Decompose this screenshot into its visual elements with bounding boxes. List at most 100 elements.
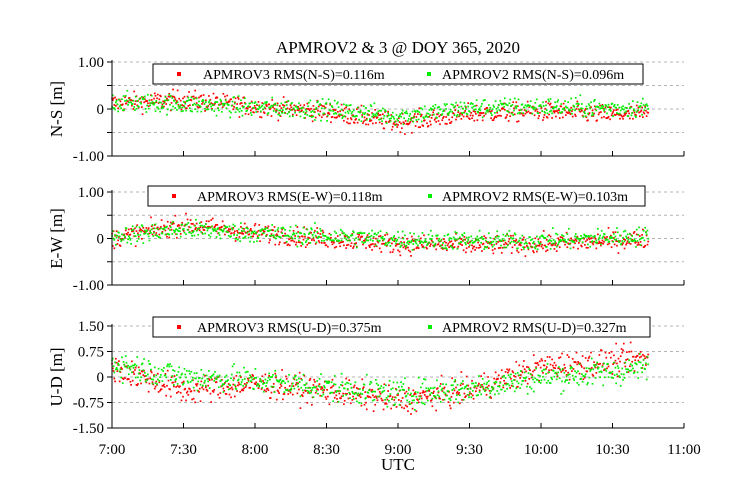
data-point <box>330 121 332 124</box>
data-point <box>152 378 155 381</box>
data-point <box>613 238 616 241</box>
data-point <box>531 112 534 115</box>
data-point <box>361 378 364 381</box>
data-point <box>633 231 636 233</box>
data-point <box>257 101 260 103</box>
data-point <box>543 378 546 381</box>
data-point <box>574 370 576 373</box>
data-point <box>389 120 392 123</box>
data-point <box>330 233 332 236</box>
data-point <box>291 102 293 104</box>
data-point <box>118 360 120 362</box>
data-point <box>208 220 210 223</box>
data-point <box>623 111 626 114</box>
data-point <box>542 116 545 119</box>
data-point <box>198 104 201 107</box>
data-point <box>159 236 161 239</box>
data-point <box>522 238 524 241</box>
data-point <box>295 379 298 381</box>
data-point <box>552 364 554 367</box>
data-point <box>243 97 246 100</box>
data-point <box>519 112 521 114</box>
data-point <box>266 379 269 382</box>
data-point <box>629 370 631 372</box>
data-point <box>352 230 354 233</box>
data-point <box>206 106 209 109</box>
data-point <box>267 225 270 228</box>
data-point <box>639 110 642 113</box>
data-point <box>386 398 389 401</box>
data-point <box>401 385 403 388</box>
data-point <box>240 376 242 378</box>
data-point <box>173 375 176 377</box>
data-point <box>346 393 348 395</box>
data-point <box>233 234 235 236</box>
data-point <box>378 247 381 250</box>
data-point <box>418 239 421 242</box>
data-point <box>344 233 347 236</box>
data-point <box>381 107 384 110</box>
data-point <box>465 247 468 250</box>
data-point <box>133 364 136 367</box>
data-point <box>160 101 162 104</box>
data-point <box>453 238 456 241</box>
data-point <box>221 225 223 228</box>
data-point <box>504 241 507 244</box>
data-point <box>167 99 170 102</box>
data-point <box>534 377 537 380</box>
data-point <box>611 102 614 105</box>
data-point <box>478 389 481 392</box>
data-point <box>472 110 475 113</box>
data-point <box>433 119 436 121</box>
data-point <box>343 232 345 234</box>
data-point <box>274 230 277 233</box>
data-point <box>126 366 129 369</box>
data-point <box>542 247 544 250</box>
data-point <box>209 392 212 395</box>
data-point <box>609 356 612 359</box>
data-point <box>579 238 582 240</box>
data-point <box>424 390 427 393</box>
data-point <box>647 240 650 243</box>
data-point <box>464 396 467 399</box>
data-point <box>545 100 547 103</box>
data-point <box>645 378 648 381</box>
data-point <box>628 103 630 105</box>
data-point <box>200 231 203 233</box>
data-point <box>328 113 331 115</box>
data-point <box>570 106 573 109</box>
data-point <box>595 109 598 112</box>
data-point <box>240 232 243 235</box>
data-point <box>212 104 215 106</box>
data-point <box>555 106 557 109</box>
data-point <box>191 234 193 237</box>
data-point <box>480 105 483 108</box>
data-point <box>430 238 433 240</box>
data-point <box>633 371 636 374</box>
data-point <box>635 363 638 366</box>
data-point <box>178 227 181 229</box>
data-point <box>327 382 330 384</box>
data-point <box>300 232 303 235</box>
data-point <box>202 99 205 102</box>
data-point <box>375 233 378 236</box>
data-point <box>627 371 630 373</box>
data-point <box>228 393 231 396</box>
data-point <box>455 118 457 121</box>
data-point <box>180 108 183 111</box>
data-point <box>371 229 373 232</box>
data-point <box>565 375 568 378</box>
data-point <box>474 390 477 393</box>
data-point <box>310 231 312 234</box>
data-point <box>209 235 212 238</box>
data-point <box>433 244 436 246</box>
data-point <box>265 104 267 106</box>
data-point <box>363 116 366 119</box>
data-point <box>269 106 272 108</box>
data-point <box>492 240 495 243</box>
data-point <box>480 375 483 377</box>
data-point <box>512 101 515 104</box>
legend-label: APMROV2 RMS(N-S)=0.096m <box>442 68 624 83</box>
data-point <box>456 383 459 386</box>
data-point <box>581 373 583 376</box>
